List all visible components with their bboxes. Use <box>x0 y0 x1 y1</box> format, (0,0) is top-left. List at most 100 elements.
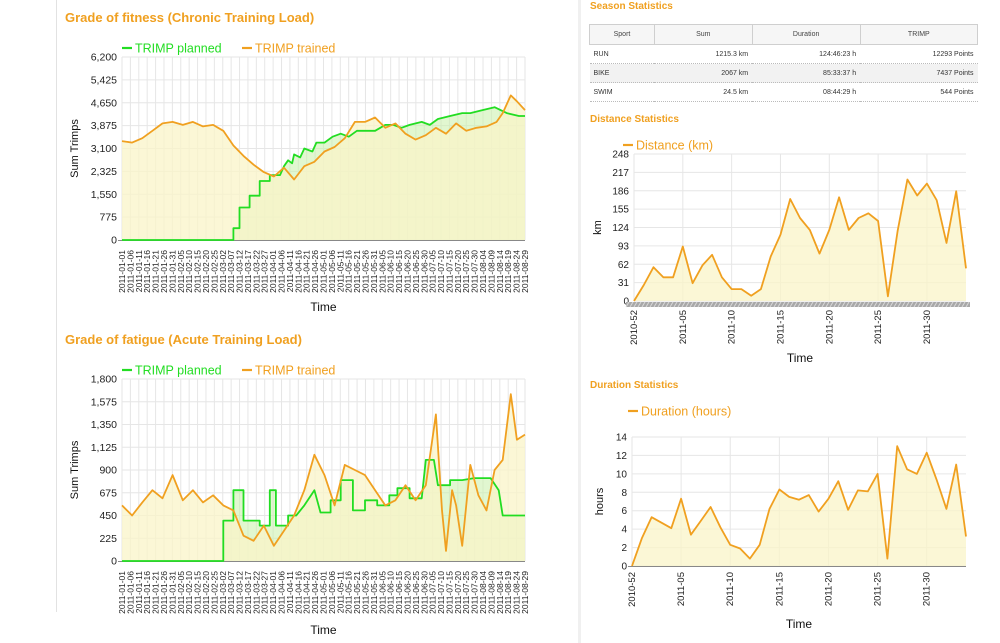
x-axis-hatch <box>633 301 638 308</box>
x-axis-hatch <box>737 301 742 308</box>
x-axis-title: Time <box>786 617 813 631</box>
column-header-sum[interactable]: Sum <box>653 24 753 45</box>
y-axis-title: Sum Trimps <box>69 440 81 499</box>
distance-statistics-title: Distance Statistics <box>590 114 679 125</box>
x-tick-label: 2011-01-01 <box>117 250 127 293</box>
x-tick-label: 2011-05-01 <box>319 250 329 293</box>
x-tick-label: 2011-15 <box>775 310 786 344</box>
x-tick-label: 2011-05-31 <box>369 250 379 293</box>
x-axis-hatch <box>885 301 890 308</box>
x-tick-label: 2011-07-20 <box>453 250 463 293</box>
x-tick-label: 2011-08-09 <box>486 250 496 293</box>
x-tick-label: 2011-01-11 <box>134 250 144 292</box>
x-axis-hatch <box>841 301 846 308</box>
y-tick-label: 0 <box>111 235 117 247</box>
x-tick-label: 2011-03-22 <box>251 571 261 614</box>
distance-chart: 03162931241551862172482010-522011-052011… <box>592 139 970 365</box>
x-axis-hatch <box>649 301 654 308</box>
y-tick-label: 31 <box>618 278 630 289</box>
x-axis-hatch <box>749 301 754 308</box>
column-header-duration[interactable]: Duration <box>751 24 861 45</box>
y-tick-label: 0 <box>621 562 627 573</box>
y-tick-label: 155 <box>612 205 629 216</box>
x-tick-label: 2011-05-11 <box>335 250 345 292</box>
x-tick-label: 2011-05-06 <box>327 250 337 293</box>
fatigue-chart-title: Grade of fatigue (Acute Training Load) <box>65 332 302 347</box>
x-axis-hatch <box>817 301 822 308</box>
trimp-cell: 544 Points <box>860 82 978 102</box>
x-tick-label: 2011-04-01 <box>268 250 278 293</box>
y-tick-label: 775 <box>99 212 117 224</box>
column-header-sport[interactable]: Sport <box>589 24 655 45</box>
x-axis-hatch <box>897 301 902 308</box>
season-statistics-table: Sport Sum Duration TRIMP RUN 1215.3 km 1… <box>589 24 979 102</box>
legend-label: TRIMP trained <box>255 42 335 56</box>
x-tick-label: 2010-52 <box>629 310 640 345</box>
x-tick-label: 2011-07-10 <box>436 571 446 614</box>
y-axis-title: Sum Trimps <box>69 119 81 178</box>
x-tick-label: 2011-03-22 <box>251 250 261 293</box>
series-line <box>122 459 525 562</box>
x-tick-label: 2011-04-16 <box>293 250 303 293</box>
x-tick-label: 2011-07-15 <box>444 250 454 293</box>
x-tick-label: 2011-04-26 <box>310 250 320 293</box>
x-axis-title: Time <box>310 300 337 314</box>
x-axis-hatch <box>725 301 730 308</box>
y-tick-label: 62 <box>618 260 630 271</box>
x-axis-hatch <box>705 301 710 308</box>
x-tick-label: 2011-02-20 <box>201 571 211 614</box>
x-axis-hatch <box>689 301 694 308</box>
y-axis-title: hours <box>594 487 606 515</box>
y-tick-label: 450 <box>99 510 117 522</box>
x-tick-label: 2011-02-25 <box>209 571 219 614</box>
x-axis-hatch <box>821 301 826 308</box>
x-tick-label: 2011-05 <box>678 310 689 344</box>
x-axis-hatch <box>917 301 922 308</box>
x-tick-label: 2011-05-26 <box>360 571 370 614</box>
trimp-cell: 12293 Points <box>860 44 978 64</box>
x-axis-hatch <box>813 301 818 308</box>
x-axis-hatch <box>937 301 942 308</box>
y-tick-label: 8 <box>621 488 627 499</box>
x-tick-label: 2011-07-05 <box>428 250 438 293</box>
x-tick-label: 2011-06-05 <box>377 571 387 614</box>
x-tick-label: 2011-15 <box>774 572 785 606</box>
x-tick-label: 2011-05 <box>676 572 687 606</box>
x-axis-hatch <box>829 301 834 308</box>
legend-label: TRIMP planned <box>135 42 222 56</box>
x-axis-hatch <box>957 301 962 308</box>
x-axis-hatch <box>765 301 770 308</box>
x-tick-label: 2011-01-16 <box>142 250 152 293</box>
sport-cell: SWIM <box>589 82 655 102</box>
x-tick-label: 2011-05-26 <box>360 250 370 293</box>
x-axis-hatch <box>921 301 926 308</box>
x-tick-label: 2011-10 <box>725 572 736 606</box>
sum-cell: 24.5 km <box>654 82 753 102</box>
x-axis-hatch <box>929 301 934 308</box>
x-tick-label: 2011-30 <box>922 572 933 606</box>
series-area <box>632 446 966 566</box>
x-tick-label: 2011-03-17 <box>243 571 253 614</box>
x-tick-label: 2011-08-09 <box>486 571 496 614</box>
x-tick-label: 2011-07-10 <box>436 250 446 293</box>
legend-label: Distance (km) <box>636 139 713 153</box>
x-tick-label: 2011-01-06 <box>125 250 135 293</box>
x-axis-hatch <box>729 301 734 308</box>
y-tick-label: 1,575 <box>91 396 117 408</box>
y-tick-label: 3,875 <box>91 120 117 132</box>
x-tick-label: 2011-20 <box>823 572 834 606</box>
x-axis-hatch <box>629 301 634 308</box>
x-tick-label: 2011-06-10 <box>386 250 396 293</box>
y-tick-label: 93 <box>618 241 630 252</box>
x-tick-label: 2011-25 <box>873 310 884 344</box>
y-tick-label: 1,550 <box>91 189 117 201</box>
x-axis-hatch <box>793 301 798 308</box>
x-axis-hatch <box>941 301 946 308</box>
x-axis-hatch <box>805 301 810 308</box>
y-tick-label: 6 <box>621 506 627 517</box>
x-tick-label: 2011-05-01 <box>319 571 329 614</box>
x-axis-hatch <box>693 301 698 308</box>
column-header-trimp[interactable]: TRIMP <box>859 24 979 45</box>
x-tick-label: 2011-05-16 <box>344 250 354 293</box>
x-tick-label: 2011-07-25 <box>461 571 471 614</box>
